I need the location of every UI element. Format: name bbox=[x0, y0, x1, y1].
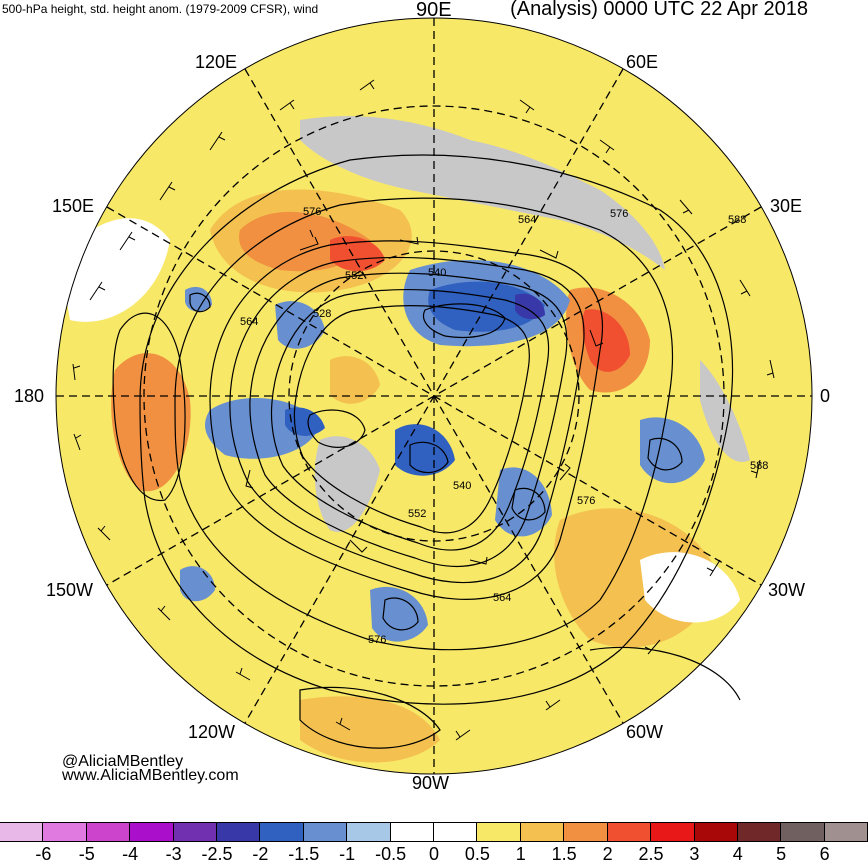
height-contours bbox=[112, 154, 741, 749]
anomaly-neutral-patch bbox=[640, 552, 740, 623]
colorbar-swatch bbox=[129, 822, 174, 842]
contour-label: 576 bbox=[303, 206, 322, 218]
contour-label: 540 bbox=[428, 267, 447, 279]
colorbar-swatch bbox=[780, 822, 825, 842]
anomaly-cold-core bbox=[515, 293, 545, 320]
colorbar-tick-label: -6 bbox=[35, 844, 52, 864]
colorbar bbox=[0, 822, 868, 842]
colorbar-tick-label: 5 bbox=[776, 844, 787, 864]
contour-label: 576 bbox=[610, 208, 629, 220]
colorbar-swatch bbox=[259, 822, 304, 842]
terrain-mask bbox=[314, 436, 380, 532]
polar-map bbox=[55, 17, 813, 775]
colorbar-tick-label: -4 bbox=[122, 844, 139, 864]
terrain-mask bbox=[300, 116, 665, 270]
colorbar-swatch bbox=[606, 822, 652, 842]
contour-label: 564 bbox=[240, 316, 259, 328]
colorbar-swatch bbox=[0, 822, 44, 842]
colorbar-tick-label: -2 bbox=[252, 844, 269, 864]
contour-label: 564 bbox=[518, 214, 537, 226]
colorbar-tick-label: 2 bbox=[602, 844, 613, 864]
colorbar-swatch bbox=[172, 822, 218, 842]
lon-label-0: 0 bbox=[820, 386, 831, 406]
contour-label: 576 bbox=[577, 495, 596, 507]
colorbar-tick-label: 0 bbox=[428, 844, 440, 864]
colorbar-swatch bbox=[302, 822, 348, 842]
contour-label: 588 bbox=[750, 460, 769, 472]
colorbar-tick-label: 4 bbox=[732, 844, 743, 864]
anomaly-warm-patch bbox=[330, 356, 380, 404]
lon-label-60e: 60E bbox=[626, 52, 659, 72]
colorbar-tick-label: -1.5 bbox=[288, 844, 320, 864]
wind-barbs bbox=[72, 79, 775, 741]
credit-handle: @AliciaMBentley bbox=[62, 753, 184, 770]
contour-label: 540 bbox=[453, 480, 472, 492]
colorbar-tick-label: 0.5 bbox=[464, 844, 490, 864]
anomaly-cold-patch bbox=[495, 467, 552, 537]
lon-label-90w: 90W bbox=[412, 773, 450, 793]
colorbar-tick-label: 1.5 bbox=[551, 844, 577, 864]
contour-label: 564 bbox=[493, 592, 512, 604]
colorbar-swatch bbox=[519, 822, 565, 842]
lon-label-90e: 90E bbox=[416, 0, 452, 21]
contour-label: 528 bbox=[313, 308, 332, 320]
lon-label-120w: 120W bbox=[188, 722, 236, 742]
colorbar-swatch bbox=[389, 822, 435, 842]
contour-label: 552 bbox=[408, 508, 427, 520]
map-title: (Analysis) 0000 UTC 22 Apr 2018 bbox=[510, 0, 808, 20]
lon-label-180: 180 bbox=[14, 386, 45, 406]
colorbar-swatch bbox=[693, 822, 738, 842]
colorbar-tick-label: -3 bbox=[165, 844, 182, 864]
map-subtitle: 500-hPa height, std. height anom. (1979-… bbox=[2, 2, 319, 16]
anomaly-cold-core bbox=[428, 281, 545, 332]
colorbar-swatch bbox=[433, 822, 478, 842]
colorbar-swatch bbox=[476, 822, 521, 842]
colorbar-tick-label: -2.5 bbox=[201, 844, 233, 864]
colorbar-swatch bbox=[563, 822, 608, 842]
colorbar-swatch bbox=[346, 822, 391, 842]
anomaly-cold-patch bbox=[185, 286, 212, 312]
contour-label: 552 bbox=[345, 270, 364, 282]
lon-label-150w: 150W bbox=[46, 580, 94, 600]
colorbar-tick-label: 2.5 bbox=[638, 844, 664, 864]
colorbar-tick-label: -1 bbox=[339, 844, 356, 864]
colorbar-swatch bbox=[736, 822, 782, 842]
terrain-mask bbox=[700, 360, 750, 462]
lon-label-30w: 30W bbox=[768, 580, 806, 600]
lon-label-120e: 120E bbox=[195, 52, 238, 72]
credit-site: www.AliciaMBentley.com bbox=[62, 767, 239, 784]
colorbar-tick-label: 3 bbox=[689, 844, 700, 864]
lon-label-60w: 60W bbox=[626, 722, 664, 742]
colorbar-tick-label: 6 bbox=[819, 844, 830, 864]
lon-label-150e: 150E bbox=[52, 196, 95, 216]
lon-label-30e: 30E bbox=[770, 196, 803, 216]
colorbar-swatch bbox=[85, 822, 131, 842]
colorbar-tick-label: -0.5 bbox=[375, 844, 407, 864]
anomaly-warm-core bbox=[582, 309, 630, 372]
colorbar-swatch bbox=[823, 822, 868, 842]
anomaly-warm-patch bbox=[111, 353, 191, 492]
colorbar-tick-label: 1 bbox=[515, 844, 526, 864]
colorbar-swatch bbox=[216, 822, 261, 842]
graticule bbox=[56, 18, 812, 774]
colorbar-tick-label: -5 bbox=[78, 844, 95, 864]
contour-label: 588 bbox=[728, 214, 747, 226]
contour-label: 576 bbox=[368, 634, 387, 646]
colorbar-swatch bbox=[42, 822, 87, 842]
colorbar-swatch bbox=[650, 822, 695, 842]
anomaly-warm-core bbox=[330, 236, 385, 272]
